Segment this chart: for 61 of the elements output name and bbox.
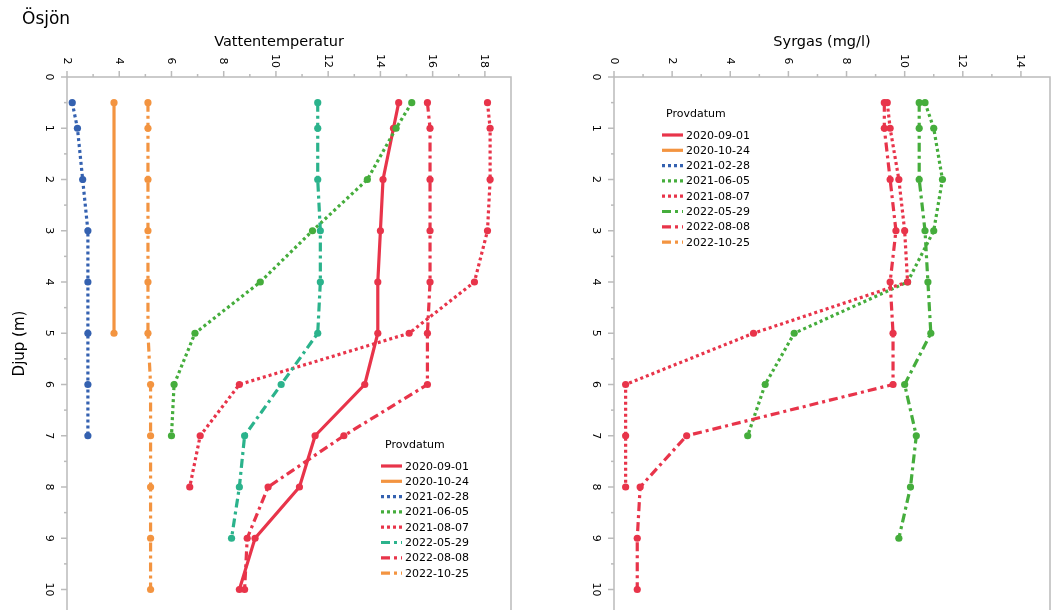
y-tick-label: 4 xyxy=(589,278,603,286)
y-tick-label: 6 xyxy=(589,381,603,388)
legend-label: 2021-06-05 xyxy=(405,505,469,519)
legend-label: 2020-09-01 xyxy=(405,459,469,473)
x-tick-label: 14 xyxy=(373,54,387,68)
y-tick-label: 8 xyxy=(589,483,603,491)
x-tick-label: 12 xyxy=(321,54,335,68)
chart-subtitle: Vattentemperatur xyxy=(214,33,344,49)
y-tick-label: 10 xyxy=(589,582,603,597)
legend-label: 2022-10-25 xyxy=(405,566,469,580)
chart-title: Ösjön xyxy=(22,7,71,28)
legend-label: 2020-09-01 xyxy=(686,128,750,142)
legend-title: Provdatum xyxy=(385,438,445,451)
y-tick-label: 10 xyxy=(42,582,56,597)
x-tick-label: 4 xyxy=(723,57,737,65)
x-tick-label: 8 xyxy=(217,57,231,65)
legend-label: 2022-08-08 xyxy=(405,551,469,565)
x-tick-label: 10 xyxy=(898,54,912,68)
x-tick-label: 6 xyxy=(164,57,178,65)
y-tick-label: 2 xyxy=(589,176,603,183)
legend-label: 2022-05-29 xyxy=(686,205,750,218)
y-tick-label: 0 xyxy=(589,73,603,81)
y-tick-label: 9 xyxy=(42,534,56,542)
y-tick-label: 3 xyxy=(589,227,603,235)
x-tick-label: 2 xyxy=(665,57,679,65)
legend-label: 2020-10-24 xyxy=(405,474,469,488)
y-tick-label: 5 xyxy=(589,329,603,337)
x-tick-label: 16 xyxy=(426,54,440,68)
y-tick-label: 8 xyxy=(42,483,56,491)
y-tick-label: 0 xyxy=(42,73,56,81)
chart-subtitle: Syrgas (mg/l) xyxy=(773,33,871,49)
legend-label: 2021-02-28 xyxy=(686,159,750,173)
x-tick-label: 0 xyxy=(607,57,621,65)
y-tick-label: 1 xyxy=(42,124,56,132)
x-tick-label: 8 xyxy=(840,57,854,65)
legend-label: 2022-08-08 xyxy=(686,220,750,234)
x-tick-label: 14 xyxy=(1014,54,1028,68)
y-tick-label: 4 xyxy=(42,278,56,286)
legend-label: 2021-06-05 xyxy=(686,174,750,188)
x-tick-label: 12 xyxy=(956,54,970,68)
x-tick-label: 10 xyxy=(269,54,283,68)
y-tick-label: 1 xyxy=(589,124,603,132)
legend-title: Provdatum xyxy=(666,107,726,120)
y-tick-label: 7 xyxy=(42,432,56,440)
legend-label: 2022-10-25 xyxy=(686,235,750,249)
y-axis-title: Djup (m) xyxy=(10,310,28,377)
y-tick-label: 5 xyxy=(42,329,56,337)
x-tick-label: 18 xyxy=(478,54,492,68)
x-tick-label: 6 xyxy=(781,57,795,65)
legend-label: 2021-08-07 xyxy=(686,189,750,203)
legend-label: 2022-05-29 xyxy=(405,536,469,549)
y-tick-label: 3 xyxy=(42,227,56,235)
x-tick-label: 2 xyxy=(60,57,74,65)
legend-label: 2020-10-24 xyxy=(686,143,750,157)
y-tick-label: 9 xyxy=(589,534,603,542)
x-tick-label: 4 xyxy=(112,57,126,65)
legend-label: 2021-02-28 xyxy=(405,490,469,504)
y-tick-label: 6 xyxy=(42,381,56,388)
legend-label: 2021-08-07 xyxy=(405,520,469,534)
y-tick-label: 7 xyxy=(589,432,603,440)
y-tick-label: 2 xyxy=(42,176,56,183)
